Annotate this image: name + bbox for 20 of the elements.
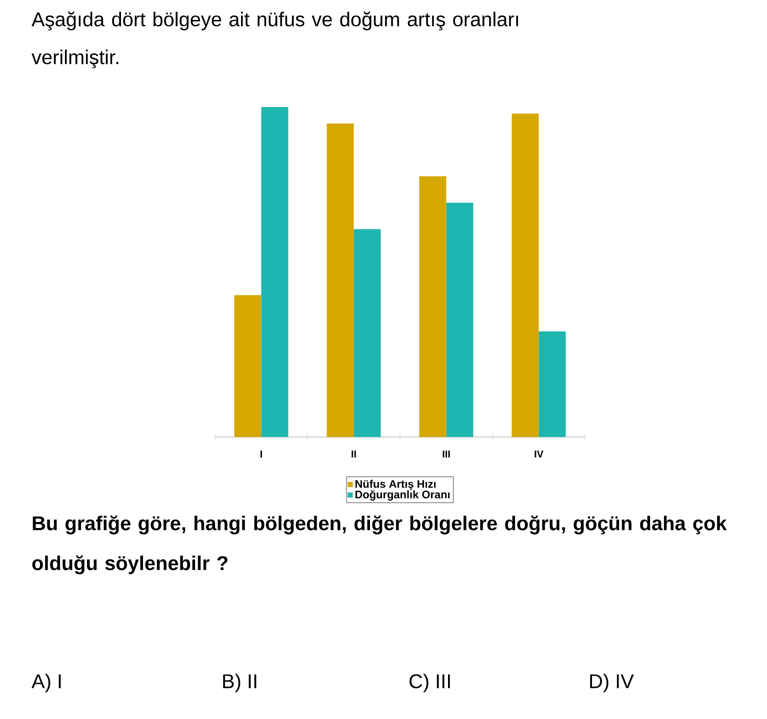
text: A) I <box>32 674 61 692</box>
x-tick-label: I <box>260 450 262 458</box>
bar <box>354 229 381 437</box>
x-tick-label: IV <box>534 450 544 458</box>
bar <box>512 114 539 437</box>
x-tick-label: III <box>442 450 450 458</box>
text: Bu grafiğe göre, hangi bölgeden, diğer bölgelere doğru, göçün daha çok olduğu söylenebilr ? <box>32 516 727 574</box>
bar <box>326 124 354 437</box>
text: B) II <box>223 674 256 692</box>
bar <box>261 107 288 437</box>
text: C) III <box>410 674 450 692</box>
legend-label: Nüfus Artış Hızı <box>356 480 436 490</box>
chart-title: Aşağıda dört bölgeye ait nüfus ve doğum artış oranları verilmiştir. <box>32 12 518 68</box>
text: D) IV <box>590 674 634 692</box>
bar <box>538 331 566 437</box>
bar <box>446 202 474 437</box>
bar <box>234 295 262 437</box>
x-tick-label: II <box>352 450 356 458</box>
legend-label: Doğurganlık Oranı <box>356 490 450 501</box>
bar <box>419 176 446 437</box>
